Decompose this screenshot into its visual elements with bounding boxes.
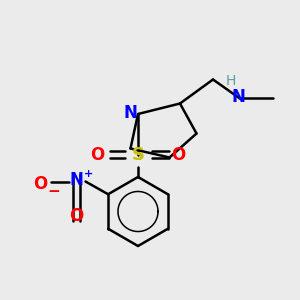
Text: S: S <box>131 146 145 164</box>
Text: O: O <box>90 146 105 164</box>
Text: H: H <box>226 74 236 88</box>
Text: +: + <box>84 169 93 179</box>
Text: O: O <box>171 146 186 164</box>
Text: N: N <box>124 103 137 122</box>
Text: O: O <box>69 207 84 225</box>
Text: N: N <box>70 171 83 189</box>
Text: O: O <box>33 175 48 193</box>
Text: −: − <box>48 184 60 199</box>
Text: N: N <box>232 88 245 106</box>
